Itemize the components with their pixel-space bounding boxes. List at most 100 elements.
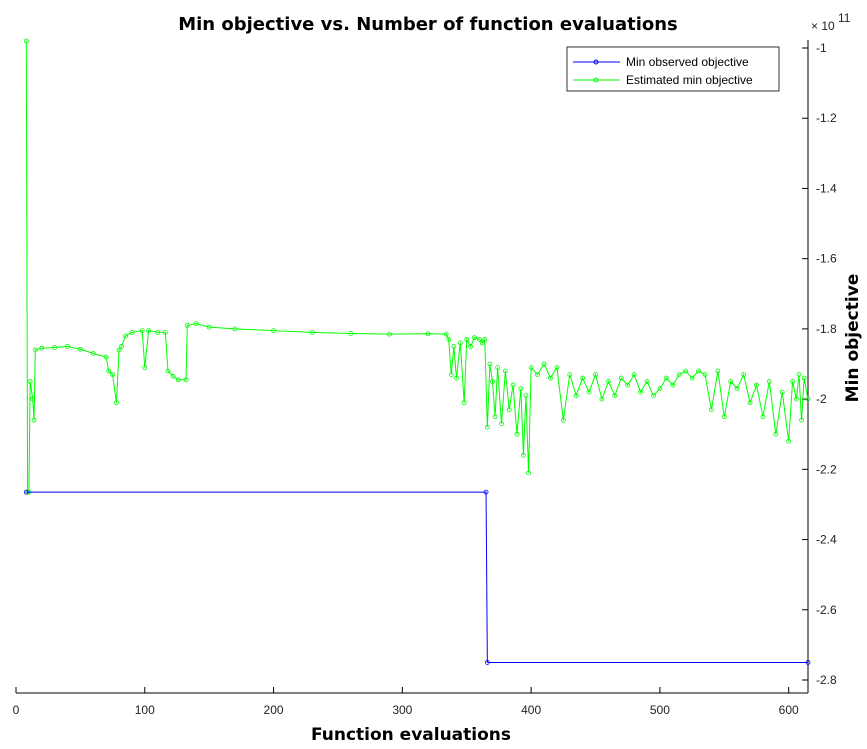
- legend: Min observed objective Estimated min obj…: [566, 46, 780, 92]
- y-tick-label: -2.6: [816, 603, 837, 617]
- data-point-estimated-min-objective: [27, 379, 33, 384]
- y-tick-label: -2.8: [816, 673, 837, 687]
- data-point-estimated-min-objective: [506, 407, 512, 413]
- data-point-estimated-min-objective: [773, 431, 779, 437]
- data-point-estimated-min-objective: [796, 372, 802, 377]
- data-point-estimated-min-objective: [790, 379, 795, 384]
- data-point-estimated-min-objective: [612, 393, 618, 399]
- data-point-estimated-min-objective: [52, 345, 58, 350]
- data-point-estimated-min-objective: [495, 365, 501, 370]
- data-point-estimated-min-objective: [123, 333, 128, 339]
- data-point-estimated-min-objective: [805, 396, 811, 402]
- data-point-estimated-min-objective: [175, 377, 181, 383]
- data-point-estimated-min-objective: [146, 328, 152, 334]
- data-point-estimated-min-objective: [502, 368, 508, 374]
- data-point-estimated-min-objective: [734, 386, 740, 391]
- legend-label-estimated-min: Estimated min objective: [626, 73, 753, 87]
- y-exponent-power: 11: [838, 11, 851, 25]
- data-point-estimated-min-objective: [482, 337, 488, 342]
- data-point-estimated-min-objective: [206, 324, 212, 330]
- data-point-estimated-min-objective: [31, 417, 37, 423]
- data-point-estimated-min-objective: [183, 377, 189, 383]
- data-point-estimated-min-objective: [23, 38, 29, 44]
- data-point-estimated-min-objective: [490, 379, 495, 384]
- data-point-estimated-min-objective: [573, 393, 579, 399]
- data-point-estimated-min-objective: [184, 322, 190, 328]
- data-point-estimated-min-objective: [106, 368, 112, 374]
- data-point-estimated-min-objective: [618, 375, 624, 381]
- data-point-estimated-min-objective: [162, 329, 168, 335]
- data-point-estimated-min-objective: [760, 414, 766, 420]
- data-point-estimated-min-objective: [271, 328, 276, 334]
- data-point-estimated-min-objective: [129, 329, 135, 335]
- data-point-estimated-min-objective: [728, 379, 734, 384]
- data-point-estimated-min-objective: [605, 379, 611, 384]
- plot-area: 0 100 200 300 400 500 600 -1 -1.2 -1.4 -1.6 -1.8 -2…: [13, 38, 837, 717]
- data-point-estimated-min-objective: [514, 431, 520, 437]
- data-point-estimated-min-objective: [521, 452, 526, 458]
- data-point-estimated-min-objective: [541, 361, 547, 367]
- data-point-estimated-min-objective: [116, 347, 122, 353]
- data-point-min-observed-objective: [484, 660, 490, 665]
- legend-box: [566, 46, 780, 92]
- data-point-estimated-min-objective: [709, 407, 714, 413]
- data-point-estimated-min-objective: [348, 331, 354, 336]
- y-tick-label: -1.8: [816, 322, 837, 336]
- data-point-estimated-min-objective: [586, 389, 592, 395]
- data-point-estimated-min-objective: [110, 372, 115, 377]
- data-point-estimated-min-objective: [232, 326, 238, 332]
- data-point-estimated-min-objective: [443, 331, 449, 337]
- data-point-estimated-min-objective: [457, 340, 463, 346]
- y-tick-label: -2.4: [816, 533, 837, 547]
- data-point-estimated-min-objective: [599, 396, 605, 402]
- data-point-estimated-min-objective: [528, 365, 534, 370]
- y-tick-label: -1.4: [816, 181, 837, 195]
- data-point-estimated-min-objective: [754, 382, 759, 388]
- legend-marker-min-observed: [593, 59, 599, 65]
- data-point-estimated-min-objective: [472, 335, 477, 341]
- data-point-estimated-min-objective: [464, 337, 470, 342]
- data-point-estimated-min-objective: [492, 414, 498, 420]
- y-tick-label: -1.6: [816, 252, 837, 266]
- y-exponent-base: × 10: [811, 19, 835, 33]
- data-point-estimated-min-objective: [631, 372, 637, 377]
- series-line-estimated-min-objective: [25, 40, 809, 493]
- data-point-estimated-min-objective: [468, 344, 474, 349]
- data-point-estimated-min-objective: [560, 417, 566, 423]
- data-point-estimated-min-objective: [676, 372, 682, 377]
- data-point-estimated-min-objective: [518, 386, 524, 391]
- data-point-estimated-min-objective: [90, 351, 96, 356]
- data-point-estimated-min-objective: [451, 344, 457, 349]
- data-point-estimated-min-objective: [766, 379, 772, 384]
- legend-marker-estimated-min: [593, 77, 599, 83]
- data-point-estimated-min-objective: [593, 372, 598, 377]
- data-point-estimated-min-objective: [477, 337, 483, 342]
- data-point-estimated-min-objective: [747, 400, 753, 406]
- data-point-estimated-min-objective: [139, 328, 145, 334]
- data-point-estimated-min-objective: [779, 389, 785, 395]
- data-point-estimated-min-objective: [32, 347, 38, 353]
- y-tick-label: -1: [816, 41, 827, 55]
- data-point-estimated-min-objective: [103, 354, 109, 360]
- data-point-estimated-min-objective: [39, 345, 45, 351]
- data-point-estimated-min-objective: [696, 368, 701, 374]
- x-tick-label: 500: [650, 703, 670, 717]
- data-point-estimated-min-objective: [535, 372, 540, 377]
- data-point-min-observed-objective: [23, 489, 29, 495]
- x-tick-label: 400: [521, 703, 541, 717]
- x-axis-label: Function evaluations: [311, 725, 511, 745]
- data-point-estimated-min-objective: [454, 375, 459, 381]
- x-tick-label: 200: [264, 703, 284, 717]
- data-point-estimated-min-objective: [715, 368, 721, 374]
- x-tick-label: 100: [135, 703, 155, 717]
- data-point-estimated-min-objective: [77, 346, 83, 352]
- data-point-estimated-min-objective: [155, 329, 161, 335]
- data-point-estimated-min-objective: [663, 375, 669, 381]
- y-axis-ticks: -1 -1.2 -1.4 -1.6 -1.8 -2 -2.2 -2.4 -2.6 -2.8: [802, 41, 837, 687]
- data-point-estimated-min-objective: [638, 389, 643, 395]
- data-point-estimated-min-objective: [510, 382, 516, 388]
- data-point-estimated-min-objective: [523, 393, 529, 399]
- data-point-min-observed-objective: [483, 489, 489, 495]
- data-point-estimated-min-objective: [499, 421, 504, 427]
